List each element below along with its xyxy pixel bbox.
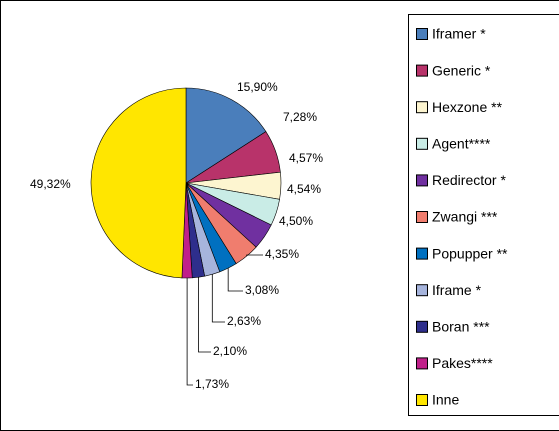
legend-swatch bbox=[416, 320, 428, 333]
legend-label: Pakes**** bbox=[432, 355, 493, 371]
data-label: 3,08% bbox=[245, 283, 279, 297]
legend-label: Generic * bbox=[432, 62, 491, 78]
legend-swatch bbox=[416, 284, 428, 297]
legend-swatch bbox=[416, 28, 428, 40]
legend-label: Inne bbox=[432, 392, 459, 408]
data-label: 4,35% bbox=[265, 247, 299, 261]
pie-slice bbox=[90, 87, 187, 279]
legend-swatch bbox=[416, 394, 428, 406]
data-label: 4,50% bbox=[279, 214, 313, 228]
legend-label: Redirector * bbox=[432, 172, 506, 188]
legend-border bbox=[408, 14, 559, 416]
data-label: 7,28% bbox=[283, 110, 317, 124]
legend-label: Boran *** bbox=[432, 319, 490, 335]
data-label: 4,57% bbox=[289, 151, 323, 165]
leader-line bbox=[186, 277, 193, 386]
leader-line bbox=[246, 254, 263, 257]
leader-line bbox=[198, 277, 211, 353]
legend-swatch bbox=[416, 64, 428, 77]
legend-swatch bbox=[416, 211, 428, 223]
data-label: 2,10% bbox=[213, 344, 247, 358]
legend-label: Agent**** bbox=[432, 136, 491, 152]
legend-label: Hexzone ** bbox=[432, 99, 503, 115]
data-label: 15,90% bbox=[237, 80, 278, 94]
data-label: 2,63% bbox=[227, 314, 261, 328]
legend-label: Iframe * bbox=[432, 282, 482, 298]
legend-label: Zwangi *** bbox=[432, 209, 498, 225]
data-label: 4,54% bbox=[287, 182, 321, 196]
data-label: 49,32% bbox=[30, 177, 71, 191]
legend-swatch bbox=[416, 174, 428, 187]
leader-line bbox=[211, 274, 225, 323]
pie-slice bbox=[185, 87, 267, 184]
legend-label: Iframer * bbox=[432, 26, 486, 42]
legend-swatch bbox=[416, 247, 428, 260]
legend-swatch bbox=[416, 357, 428, 370]
legend-label: Popupper ** bbox=[432, 245, 508, 261]
leader-line bbox=[227, 268, 243, 292]
data-label: 1,73% bbox=[195, 377, 229, 391]
legend-swatch bbox=[416, 101, 428, 114]
legend-swatch bbox=[416, 137, 428, 150]
